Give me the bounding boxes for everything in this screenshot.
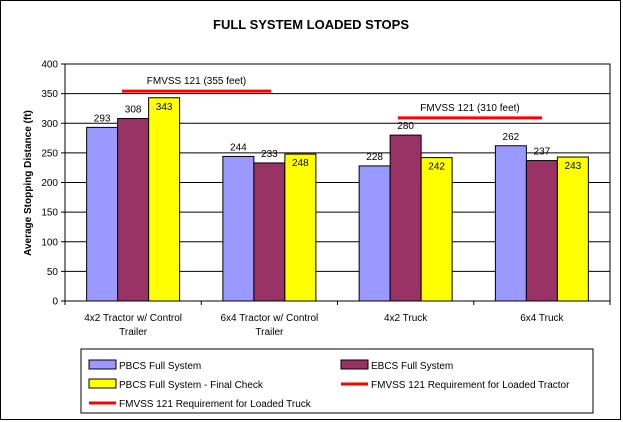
bar: [420, 157, 453, 302]
data-label: 242: [428, 162, 445, 173]
y-tick-label: 300: [41, 119, 58, 130]
y-tick-label: 350: [41, 89, 58, 100]
x-axis-ticks: 4x2 Tractor w/ Control Trailer 6x4 Tractor…: [64, 301, 611, 338]
x-tick-label: 4x2 Tractor w/ Control: [84, 313, 182, 324]
data-label: 308: [125, 105, 142, 116]
reference-line-label: FMVSS 121 (310 feet): [420, 103, 520, 114]
data-label: 262: [503, 132, 520, 143]
bar: [222, 155, 255, 302]
data-label: 228: [366, 152, 383, 163]
data-label: 248: [292, 158, 309, 169]
bar: [148, 97, 181, 302]
legend-swatch: [340, 359, 369, 370]
chart-title: FULL SYSTEM LOADED STOPS: [213, 17, 409, 32]
bar: [389, 134, 422, 302]
y-tick-label: 150: [41, 208, 58, 219]
legend-swatch: [88, 359, 117, 370]
x-tick-label: 4x2 Truck: [384, 313, 428, 324]
y-tick-label: 0: [52, 297, 58, 308]
legend-swatch: [88, 378, 117, 389]
legend-label: EBCS Full System: [371, 361, 453, 372]
y-axis-label: Average Stopping Distance (ft): [23, 110, 34, 256]
data-label: 237: [534, 147, 551, 158]
x-tick-label: 6x4 Truck: [520, 313, 564, 324]
reference-line-label: FMVSS 121 (355 feet): [147, 76, 247, 87]
data-label: 293: [94, 113, 111, 124]
y-tick-label: 100: [41, 237, 58, 248]
bar: [494, 145, 527, 302]
legend-label: PBCS Full System: [119, 361, 201, 372]
bar: [117, 118, 150, 302]
y-axis-ticks: 0 50 100 150 200 250 300 350 400: [41, 60, 65, 308]
bar: [284, 153, 317, 302]
y-tick-label: 400: [41, 60, 58, 71]
legend-label: FMVSS 121 Requirement for Loaded Truck: [119, 399, 312, 410]
legend: PBCS Full System EBCS Full System PBCS Ful…: [88, 359, 570, 410]
legend-box: [80, 348, 594, 414]
y-tick-label: 50: [47, 267, 59, 278]
bar: [86, 126, 119, 302]
data-label: 233: [261, 149, 278, 160]
y-tick-label: 200: [41, 178, 58, 189]
reference-lines: FMVSS 121 (355 feet) FMVSS 121 (310 feet): [122, 76, 542, 120]
bar: [525, 160, 558, 302]
bar: [358, 165, 391, 302]
bars: 293 308 343 244 233 248 228 280 242 262 237 243: [86, 97, 589, 302]
legend-label: FMVSS 121 Requirement for Loaded Tractor: [371, 380, 570, 391]
data-label: 244: [230, 142, 247, 153]
x-tick-label: 6x4 Tractor w/ Control: [220, 313, 318, 324]
bar: [556, 156, 589, 302]
x-tick-label: Trailer: [119, 327, 148, 338]
data-label: 243: [565, 161, 582, 172]
data-label: 343: [156, 102, 173, 113]
bar: [253, 162, 286, 302]
y-tick-label: 250: [41, 148, 58, 159]
x-tick-label: Trailer: [255, 327, 284, 338]
legend-label: PBCS Full System - Final Check: [119, 380, 264, 391]
data-label: 280: [397, 121, 414, 132]
